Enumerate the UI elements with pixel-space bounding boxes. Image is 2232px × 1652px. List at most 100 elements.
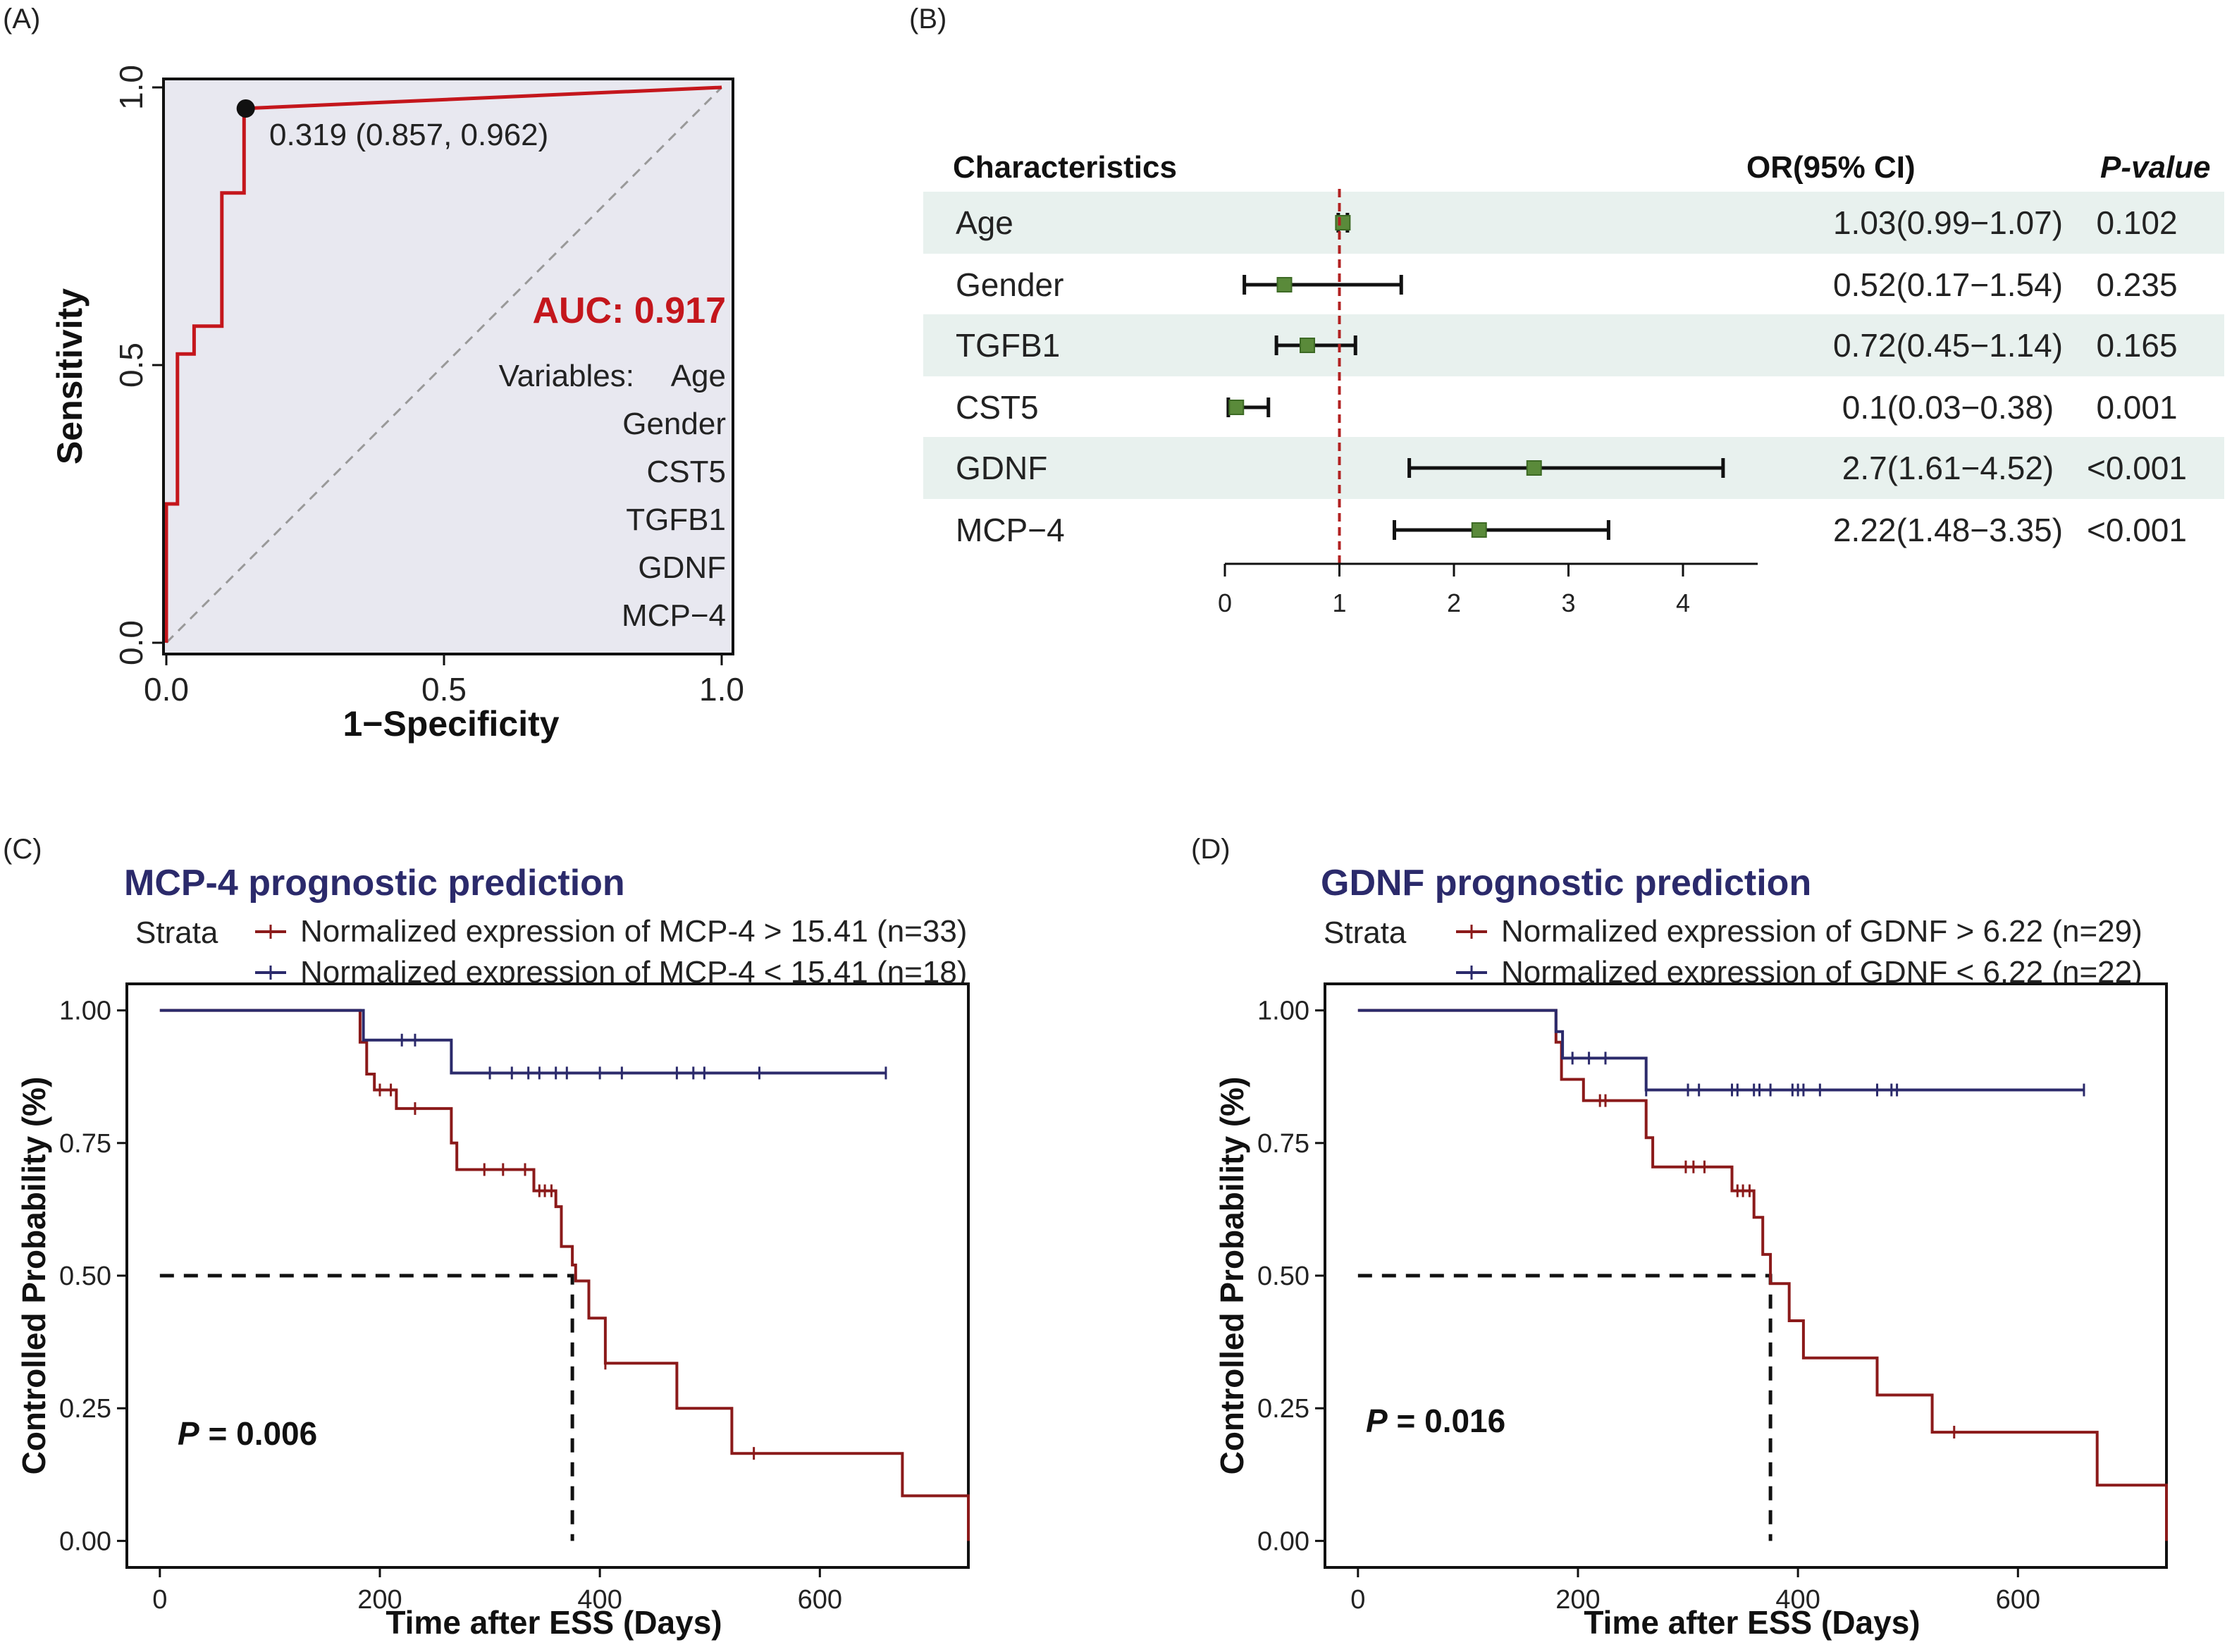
km-legend-item: Normalized expression of MCP-4 > 15.41 (…	[300, 914, 967, 949]
km-curve-red	[1357, 1009, 2168, 1541]
forest-x-tick-label: 4	[1676, 588, 1690, 617]
roc-variables-label: Variables:	[499, 359, 634, 393]
km-c-legend: Normalized expression of MCP-4 > 15.41 (…	[255, 914, 967, 990]
forest-x-tick-label: 0	[1218, 588, 1232, 617]
forest-row-label: Gender	[956, 266, 1063, 303]
roc-variable-item: Gender	[622, 407, 726, 441]
forest-or-marker	[1526, 460, 1542, 476]
forest-p-value: 0.102	[2096, 204, 2177, 241]
km-y-tick-label: 1.00	[1257, 997, 1309, 1026]
roc-y-tick-label: 1.0	[113, 65, 149, 110]
roc-y-tick-label: 0.5	[113, 343, 149, 388]
forest-row-band	[923, 314, 2224, 376]
roc-plot-frame	[162, 78, 734, 655]
forest-or-marker	[1276, 277, 1293, 292]
forest-or-ci-text: 1.03(0.99−1.07)	[1833, 204, 2063, 241]
roc-y-tick-label: 0.0	[113, 620, 149, 665]
forest-or-ci-text: 0.1(0.03−0.38)	[1842, 389, 2054, 426]
km-d-p-number: = 0.016	[1388, 1403, 1506, 1439]
panel-c-label: (C)	[3, 834, 42, 865]
km-c-plot: 0 200 400 600 0.00 0.25 0.50 0.75 1.00	[59, 982, 970, 1615]
forest-row-bands	[923, 192, 2224, 499]
forest-or-ci-text: 0.52(0.17−1.54)	[1833, 266, 2063, 303]
forest-p-value: 0.165	[2096, 327, 2177, 364]
forest-row-band	[923, 192, 2224, 254]
km-curve-red	[159, 1009, 970, 1541]
km-legend-item: Normalized expression of GDNF > 6.22 (n=…	[1501, 914, 2142, 949]
km-x-tick-label: 0	[152, 1585, 167, 1615]
km-x-tick-label: 0	[1350, 1585, 1365, 1615]
forest-x-tick-label: 1	[1332, 588, 1346, 617]
km-d-plot: 0 200 400 600 0.00 0.25 0.50 0.75 1.00	[1257, 982, 2168, 1615]
roc-auc-label: AUC: 0.917	[532, 290, 726, 331]
forest-x-tick-label: 2	[1447, 588, 1461, 617]
forest-or-marker	[1335, 215, 1351, 230]
km-d-x-axis-label: Time after ESS (Days)	[1584, 1604, 1920, 1641]
km-x-tick-label: 400	[1775, 1585, 1820, 1615]
km-d-y-axis-label: Controlled Probability (%)	[1214, 1077, 1250, 1475]
km-y-tick-label: 0.00	[1257, 1527, 1309, 1556]
roc-optimal-point	[236, 99, 255, 118]
km-d-legend: Normalized expression of GDNF > 6.22 (n=…	[1456, 914, 2142, 990]
forest-p-value: <0.001	[2087, 450, 2187, 486]
km-y-tick-label: 0.75	[1257, 1129, 1309, 1159]
forest-or-marker	[1300, 338, 1315, 353]
roc-axes: 0.0 0.0 0.5 0.5 1.0 1.0	[113, 65, 744, 708]
km-x-tick-label: 200	[357, 1585, 402, 1615]
km-median-line	[159, 1274, 574, 1541]
panel-a-roc: (A) 0.0 0.0 0.5 0.5 1.0 1.0 0.319 (0.857, 0.9…	[3, 4, 744, 744]
forest-p-value: <0.001	[2087, 512, 2187, 548]
roc-variable-item: TGFB1	[626, 503, 726, 537]
forest-header-or-ci: OR(95% CI)	[1746, 150, 1916, 185]
km-d-p-symbol: P	[1366, 1403, 1388, 1439]
forest-row-label: Age	[956, 204, 1013, 241]
km-c-p-value: P = 0.006	[178, 1415, 317, 1452]
roc-x-tick-label: 0.0	[144, 671, 189, 708]
roc-variable-item: Age	[671, 359, 726, 393]
km-x-tick-label: 600	[1996, 1585, 2040, 1615]
roc-variable-item: CST5	[647, 455, 726, 489]
forest-or-ci-text: 2.7(1.61−4.52)	[1842, 450, 2054, 486]
km-c-y-axis-label: Controlled Probability (%)	[16, 1077, 52, 1475]
roc-x-axis-label: 1−Specificity	[343, 704, 559, 744]
forest-row-label: MCP−4	[956, 512, 1065, 548]
km-d-title: GDNF prognostic prediction	[1321, 863, 1811, 904]
roc-plot-background	[164, 79, 733, 654]
panel-a-label: (A)	[3, 4, 40, 35]
roc-y-axis-label: Sensitivity	[50, 288, 90, 464]
forest-row-label: TGFB1	[956, 327, 1060, 364]
forest-x-tick-label: 3	[1561, 588, 1575, 617]
roc-cutoff-annotation: 0.319 (0.857, 0.962)	[269, 118, 548, 152]
panel-d-km: (D) GDNF prognostic prediction Strata No…	[1191, 834, 2168, 1641]
panel-d-label: (D)	[1191, 834, 1231, 865]
roc-variables-list: Age Gender CST5 TGFB1 GDNF MCP−4	[622, 359, 726, 633]
km-d-strata-label: Strata	[1324, 916, 1407, 950]
forest-header-characteristics: Characteristics	[953, 150, 1177, 185]
roc-x-tick-label: 1.0	[699, 671, 744, 708]
roc-reference-diagonal	[165, 86, 723, 644]
km-c-p-symbol: P	[178, 1415, 199, 1452]
forest-row-label: GDNF	[956, 450, 1047, 486]
forest-p-value: 0.001	[2096, 389, 2177, 426]
km-y-tick-label: 0.25	[1257, 1394, 1309, 1424]
forest-or-marker	[1228, 400, 1245, 415]
forest-p-value: 0.235	[2096, 266, 2177, 303]
km-curve-blue	[159, 1009, 886, 1075]
forest-or-marker	[1471, 522, 1487, 538]
forest-header-p-value: P-value	[2100, 150, 2211, 185]
panel-b-label: (B)	[909, 4, 947, 35]
km-c-x-axis-label: Time after ESS (Days)	[386, 1604, 722, 1641]
roc-x-tick-label: 0.5	[421, 671, 467, 708]
roc-curve	[164, 85, 722, 643]
forest-x-axis: 0 1 2 3 4	[1218, 562, 1758, 617]
forest-row-label: CST5	[956, 389, 1039, 426]
km-y-tick-label: 0.75	[59, 1129, 111, 1159]
forest-rows: Age 1.03(0.99−1.07) 0.102 Gender 0.52(0.17−1…	[956, 204, 2187, 548]
km-y-tick-label: 0.50	[1257, 1262, 1309, 1291]
forest-or-ci-text: 0.72(0.45−1.14)	[1833, 327, 2063, 364]
forest-or-ci-text: 2.22(1.48−3.35)	[1833, 512, 2063, 548]
roc-variable-item: GDNF	[638, 550, 726, 585]
km-c-p-number: = 0.006	[199, 1415, 318, 1452]
km-y-tick-label: 0.25	[59, 1394, 111, 1424]
